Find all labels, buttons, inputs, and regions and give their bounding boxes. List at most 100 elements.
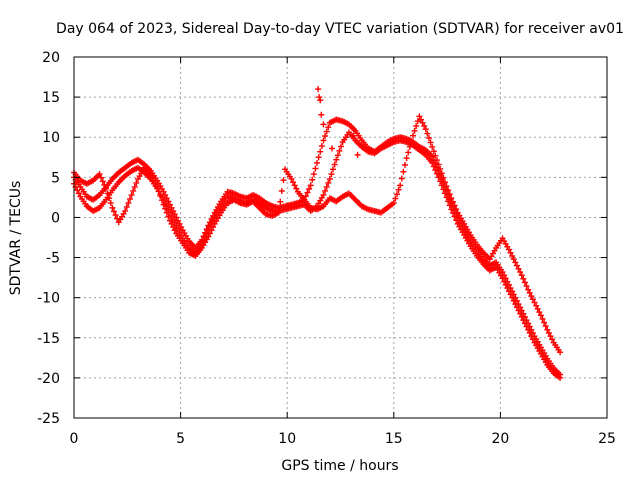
data-point [531,299,538,306]
plot-frame [73,56,608,419]
data-point [520,275,527,282]
data-point [165,198,172,205]
data-point [526,289,533,296]
data-point [320,137,327,144]
data-point [288,175,295,182]
x-tick-label: 0 [70,431,79,447]
data-point [178,224,185,231]
data-point [75,190,82,197]
data-point [150,177,157,184]
data-point [414,118,421,125]
data-point [312,165,319,172]
data-point [173,214,180,221]
data-point [334,152,341,159]
data-point [106,195,113,202]
data-point [429,159,436,166]
data-point [133,179,140,186]
data-point [166,217,173,224]
data-point [316,94,323,101]
data-point [534,305,541,312]
y-tick-label: 20 [42,50,60,66]
data-point [433,157,440,164]
data-point [443,183,450,190]
data-point [400,168,407,175]
data-point [547,333,554,340]
data-point [501,278,508,285]
data-point [408,138,415,145]
data-point [163,209,170,216]
data-point [350,132,357,139]
data-point [395,186,402,193]
data-point [528,333,535,340]
data-point [419,119,426,126]
data-point [425,135,432,142]
data-point [505,288,512,295]
data-point [411,127,418,134]
data-point [523,323,530,330]
data-point [438,170,445,177]
data-point [499,268,506,275]
data-point [315,154,322,161]
data-point [507,249,514,256]
data-point [290,179,297,186]
data-point [544,326,551,333]
data-point [557,374,564,381]
data-point [390,200,397,207]
chart-title: Day 064 of 2023, Sidereal Day-to-day VTE… [56,21,624,37]
data-point [403,155,410,162]
data-point [499,275,506,282]
x-tick-label: 25 [598,431,616,447]
data-point [318,143,325,150]
data-point [323,183,330,190]
data-point [440,174,447,181]
data-point [99,178,106,185]
data-point [325,179,332,186]
data-point [441,190,448,197]
data-point [445,187,452,194]
data-point [306,185,313,192]
x-tick-label: 10 [278,431,296,447]
data-point [208,227,215,234]
data-point [307,182,314,189]
data-point [171,219,178,226]
data-point [280,177,287,184]
data-point [174,217,181,224]
data-point [448,195,455,202]
data-point [325,124,332,131]
data-point [315,86,322,93]
data-point [520,317,527,324]
data-point [513,304,520,311]
data-point [149,174,156,181]
data-point [162,191,169,198]
data-point [405,149,412,156]
data-point [438,182,445,189]
data-points [71,86,564,381]
data-point [528,293,535,300]
data-point [409,132,416,139]
data-point [163,195,170,202]
data-point [413,122,420,129]
data-point [504,285,511,292]
data-point [170,208,177,215]
data-point [430,163,437,170]
data-point [331,161,338,168]
data-point [277,198,284,205]
y-tick-labels: -25 -20 -15 -10 -5 0 5 10 15 20 [37,50,60,427]
data-point [549,336,556,343]
data-point [176,228,183,235]
data-point [101,181,108,188]
data-point [147,171,154,178]
data-point [125,200,132,207]
y-tick-label: 5 [51,170,60,186]
data-point [417,116,424,123]
data-point [304,189,311,196]
data-point [168,212,175,219]
data-point [545,329,552,336]
data-point [107,200,114,207]
data-point [328,145,335,152]
data-point [427,139,434,146]
data-point [178,232,185,239]
data-point [154,183,161,190]
data-point [451,213,458,220]
data-point [171,227,178,234]
